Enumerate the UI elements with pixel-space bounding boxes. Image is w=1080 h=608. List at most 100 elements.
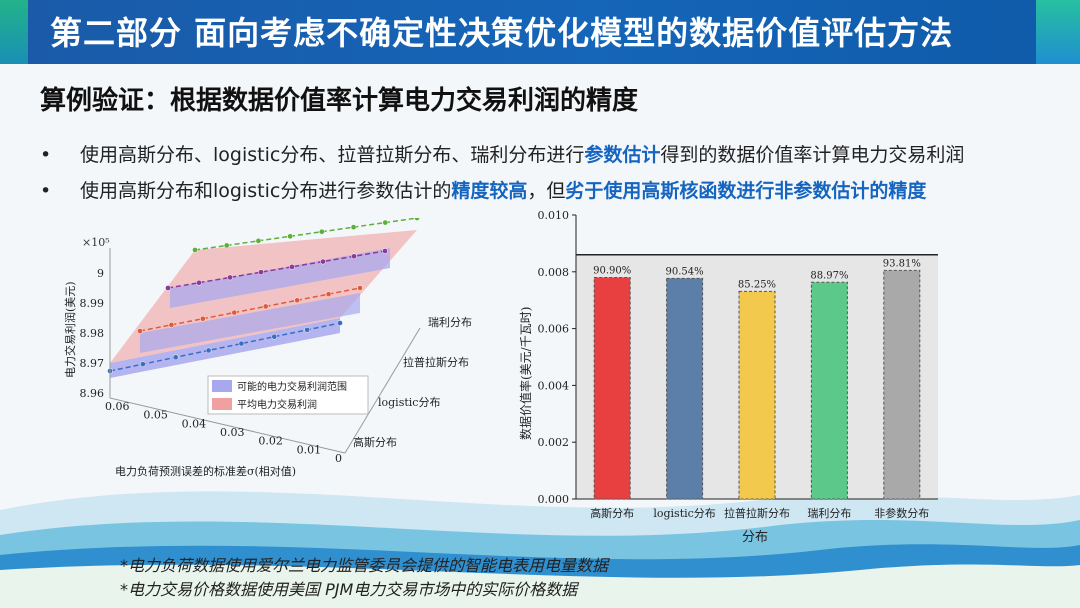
legend-swatch (212, 380, 232, 392)
series-line (167, 250, 386, 289)
ticks-layer: 9 8.99 8.98 8.97 8.960.06 0.05 0.04 0.03 0.02 0.0… (80, 267, 473, 465)
category-label: logistic分布 (378, 396, 440, 409)
series-point (192, 247, 198, 253)
category-label: 高斯分布 (353, 435, 397, 449)
footnote: *电力负荷数据使用爱尔兰电力监管委员会提供的智能电表用电量数据 (120, 556, 609, 575)
yticks-layer: 0.000 0.002 0.004 0.006 0.008 0.010 (538, 209, 576, 506)
bullet-highlight: 精度较高 (451, 180, 528, 202)
z-tick-label: 8.97 (80, 357, 105, 370)
bars-layer: 90.90% 高斯分布 90.54% logistic分布 85.25% 拉普拉斯分布 88… (590, 258, 929, 520)
series-point (231, 309, 238, 316)
bullet-item: • 使用高斯分布、logistic分布、拉普拉斯分布、瑞利分布进行参数估计得到的数… (40, 140, 964, 167)
profit-3d-chart: 9 8.99 8.98 8.97 8.960.06 0.05 0.04 0.03 0.02 0.0… (63, 218, 473, 478)
bar (883, 269, 921, 500)
legend-label: 可能的电力交易利润范围 (237, 380, 347, 393)
axes-layer (109, 248, 421, 454)
x-tick-label: 瑞利分布 (807, 506, 851, 520)
y-tick-label: 0.006 (538, 323, 570, 336)
series-point (238, 340, 245, 347)
x-tick-label: 拉普拉斯分布 (724, 506, 790, 520)
series-point (168, 322, 175, 328)
legend-label: 平均电力交易利润 (237, 398, 317, 411)
series-point (200, 315, 206, 322)
x-tick-label: 高斯分布 (590, 506, 634, 520)
bar-data-label: 85.25% (738, 279, 776, 290)
series-point (304, 327, 310, 333)
y-tick-label: 0.000 (538, 493, 570, 506)
x-axis-label: 分布 (742, 530, 768, 545)
y-axis-label: 数据价值率(美元/千瓦时) (518, 307, 533, 440)
series-point (262, 303, 269, 310)
series-point (196, 279, 202, 286)
header-accent-right (1036, 0, 1080, 64)
bar-data-label: 93.81% (883, 258, 921, 269)
series-point (137, 328, 143, 334)
y-tick-label: 0.002 (538, 436, 570, 449)
series-point (258, 269, 264, 275)
series-point (350, 224, 357, 230)
z-tick-label: 8.96 (80, 387, 105, 400)
series-line (109, 322, 341, 372)
surface-layer (110, 230, 417, 378)
legend: 可能的电力交易利润范围 平均电力交易利润 (207, 375, 369, 415)
series-point (255, 238, 262, 244)
bar (593, 276, 631, 500)
z-axis-scale: ×10⁵ (82, 236, 110, 249)
x-tick-label: 非参数分布 (874, 506, 929, 520)
decorative-wave (0, 491, 1080, 608)
page-title: 第二部分 面向考虑不确定性决策优化模型的数据价值评估方法 (50, 14, 954, 52)
x-tick-label: 0.06 (105, 400, 130, 413)
series-point (289, 264, 295, 270)
bar-data-label: 90.54% (666, 266, 704, 277)
z-axis-label: 电力交易利润(美元) (63, 281, 77, 378)
bullet-item: • 使用高斯分布和logistic分布进行参数估计的精度较高，但劣于使用高斯核函数… (40, 176, 926, 203)
bar (738, 290, 776, 500)
value-rate-bar-chart: 90.90% 高斯分布 90.54% logistic分布 85.25% 拉普拉斯分布 88… (518, 209, 938, 545)
series-point (382, 248, 388, 254)
x-tick-label: 0.04 (182, 417, 207, 430)
bullet-text: 得到的数据价值率计算电力交易利润 (660, 144, 965, 166)
z-tick-label: 8.99 (80, 297, 105, 310)
bullet-text: 使用高斯分布、logistic分布、拉普拉斯分布、瑞利分布进行 (80, 144, 585, 166)
footnote: *电力交易价格数据使用美国 PJM电力交易市场中的实际价格数据 (120, 580, 578, 599)
y-tick-label: 0.004 (538, 379, 570, 392)
category-label: 拉普拉斯分布 (403, 355, 469, 369)
series-point (294, 297, 300, 304)
z-tick-label: 9 (97, 267, 104, 280)
series-point (357, 285, 363, 291)
bullet-dot: • (40, 180, 52, 202)
bar-data-label: 90.90% (593, 265, 631, 276)
bullet-highlight: 参数估计 (584, 144, 661, 166)
bar-data-label: 88.97% (810, 270, 848, 281)
series-point (223, 242, 230, 249)
series-point (205, 347, 212, 354)
y-tick-label: 0.010 (538, 209, 570, 222)
bullet-dot: • (40, 144, 52, 166)
y-tick-label: 0.008 (538, 266, 570, 279)
legend-swatch (212, 398, 232, 410)
category-label: 瑞利分布 (428, 315, 472, 329)
series-line (139, 287, 361, 332)
bullet-text: 使用高斯分布和logistic分布进行参数估计的 (80, 180, 452, 202)
z-tick-label: 8.98 (80, 327, 105, 340)
x-axis-label: 电力负荷预测误差的标准差σ(相对值) (115, 464, 296, 478)
x-tick-label: 0.01 (297, 443, 322, 456)
bullet-text: ，但 (527, 180, 566, 202)
x-tick-label: 0.02 (258, 435, 283, 448)
series-point (140, 361, 146, 367)
series-point (320, 258, 326, 265)
x-tick-label: 0.05 (143, 409, 168, 422)
section-subtitle: 算例验证：根据数据价值率计算电力交易利润的精度 (40, 86, 639, 116)
series-point (287, 233, 293, 240)
series-point (414, 218, 420, 221)
series-point (319, 228, 325, 235)
series-point (227, 274, 233, 281)
bar (810, 281, 848, 500)
bar (666, 277, 704, 500)
series-point (325, 291, 332, 297)
series-line (194, 218, 418, 251)
x-tick-label: logistic分布 (653, 507, 715, 520)
x-tick-label: 0.03 (220, 426, 245, 439)
header-accent-left (0, 0, 28, 64)
bullet-highlight: 劣于使用高斯核函数进行非参数估计的精度 (565, 180, 927, 202)
